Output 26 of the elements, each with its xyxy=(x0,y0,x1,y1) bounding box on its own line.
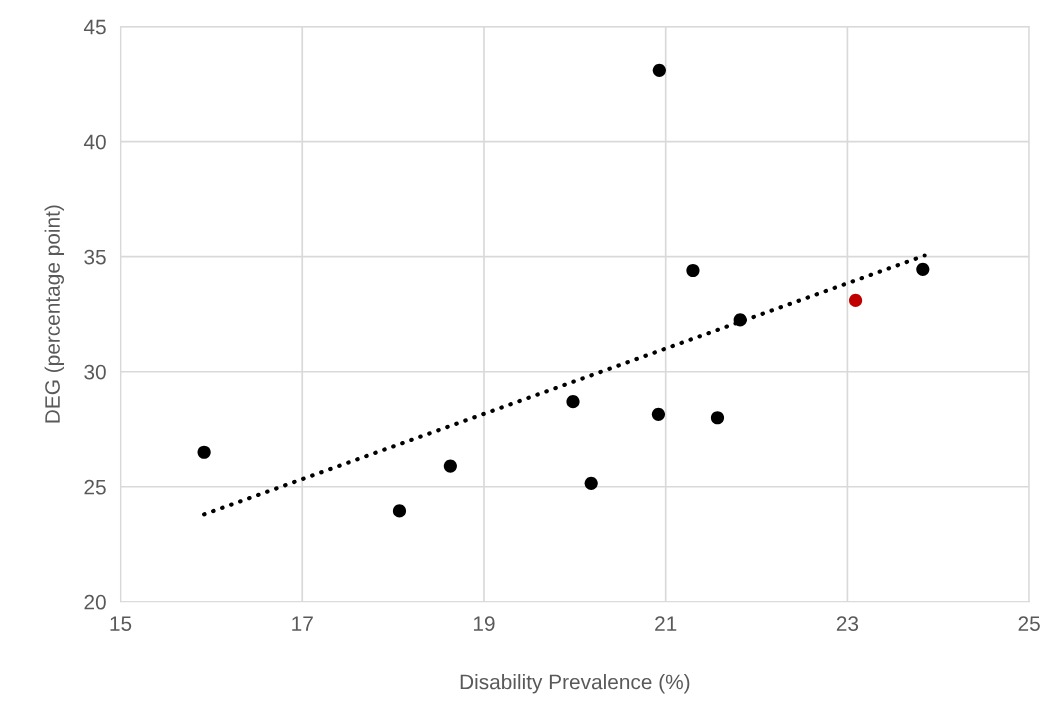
x-tick-label: 25 xyxy=(1018,616,1040,631)
x-tick-label: 21 xyxy=(655,616,677,631)
y-tick-label: 30 xyxy=(84,364,106,380)
x-tick-label: 15 xyxy=(110,616,132,631)
point xyxy=(584,476,598,490)
point xyxy=(392,504,407,518)
y-tick-label: 35 xyxy=(84,249,106,265)
point xyxy=(733,313,747,327)
y-tick-label: 25 xyxy=(84,479,106,495)
point xyxy=(566,395,580,409)
point xyxy=(916,262,930,276)
x-tick-label: 17 xyxy=(292,616,313,631)
point xyxy=(849,293,863,307)
point xyxy=(652,63,666,77)
y-tick-label: 20 xyxy=(84,594,106,610)
x-tick-label: 19 xyxy=(473,616,495,631)
y-tick-label: 40 xyxy=(83,134,106,150)
point xyxy=(651,407,666,421)
y-tick-label: 45 xyxy=(83,19,106,35)
point xyxy=(686,263,700,278)
y-axis-title: DEG (percentage point) xyxy=(44,205,65,423)
x-axis-title: Disability Prevalence (%) xyxy=(460,674,690,694)
point xyxy=(443,459,457,473)
point xyxy=(710,411,725,425)
x-tick-label: 23 xyxy=(836,616,859,631)
point xyxy=(197,445,211,459)
